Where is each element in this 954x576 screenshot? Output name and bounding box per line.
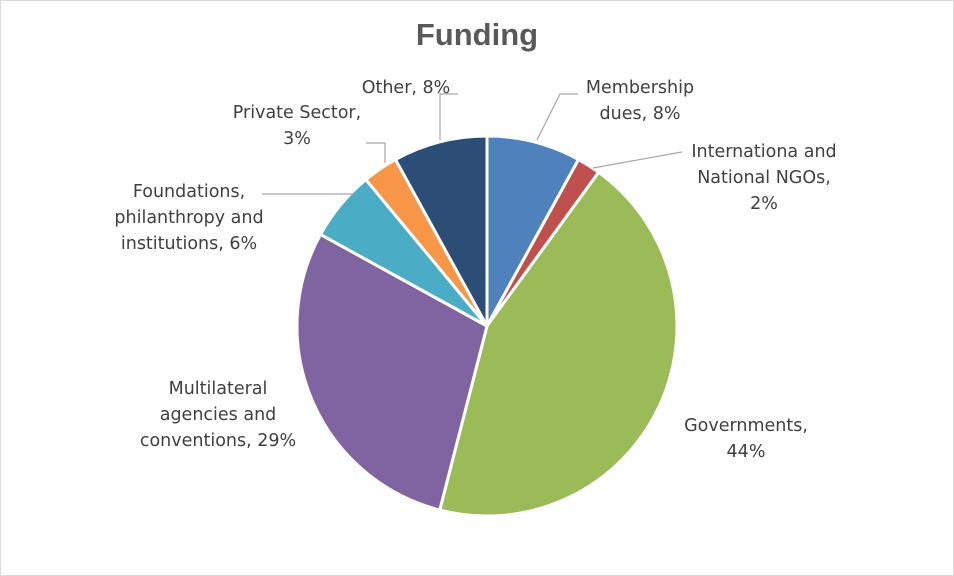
data-label-line: Other, 8% [362, 78, 451, 98]
pie-slice-7 [393, 134, 489, 328]
data-label-4: Multilateral agencies and conventions, 29% [140, 379, 296, 451]
data-label-line: Multilateral [169, 379, 268, 399]
data-label-line: 3% [283, 129, 311, 149]
chart-title: Funding [415, 17, 539, 52]
data-label-5: Foundations, philanthropy and institutions… [114, 182, 263, 254]
pie-slice-1 [485, 134, 581, 328]
data-labels: Membership dues, 8% Internationa and Nation… [114, 78, 836, 462]
data-label-line: conventions, 29% [140, 431, 296, 451]
data-label-line: Foundations, [133, 182, 245, 202]
data-label-line: Private Sector, [233, 103, 361, 123]
leader-line-6 [366, 142, 386, 163]
data-label-6: Private Sector, 3% [233, 103, 361, 149]
data-label-line: Membership [586, 78, 694, 98]
data-label-line: National NGOs, [697, 168, 831, 188]
data-label-2: Internationa and National NGOs, 2% [691, 142, 836, 214]
leader-line-7 [439, 93, 458, 140]
pie-slice-4 [295, 232, 489, 512]
leader-line-2 [592, 151, 683, 169]
data-label-line: philanthropy and [114, 208, 263, 228]
data-label-3: Governments, 44% [684, 416, 808, 462]
pie-slice-3 [438, 170, 679, 518]
data-label-7: Other, 8% [362, 78, 451, 98]
data-label-line: dues, 8% [600, 104, 681, 124]
leader-line-1 [536, 93, 578, 141]
data-label-1: Membership dues, 8% [586, 78, 694, 124]
data-label-line: 44% [727, 442, 766, 462]
data-label-line: Internationa and [691, 142, 836, 162]
data-label-line: institutions, 6% [121, 234, 257, 254]
data-label-line: 2% [750, 194, 778, 214]
data-label-line: agencies and [160, 405, 277, 425]
pie-slices [295, 134, 679, 518]
data-label-line: Governments, [684, 416, 808, 436]
